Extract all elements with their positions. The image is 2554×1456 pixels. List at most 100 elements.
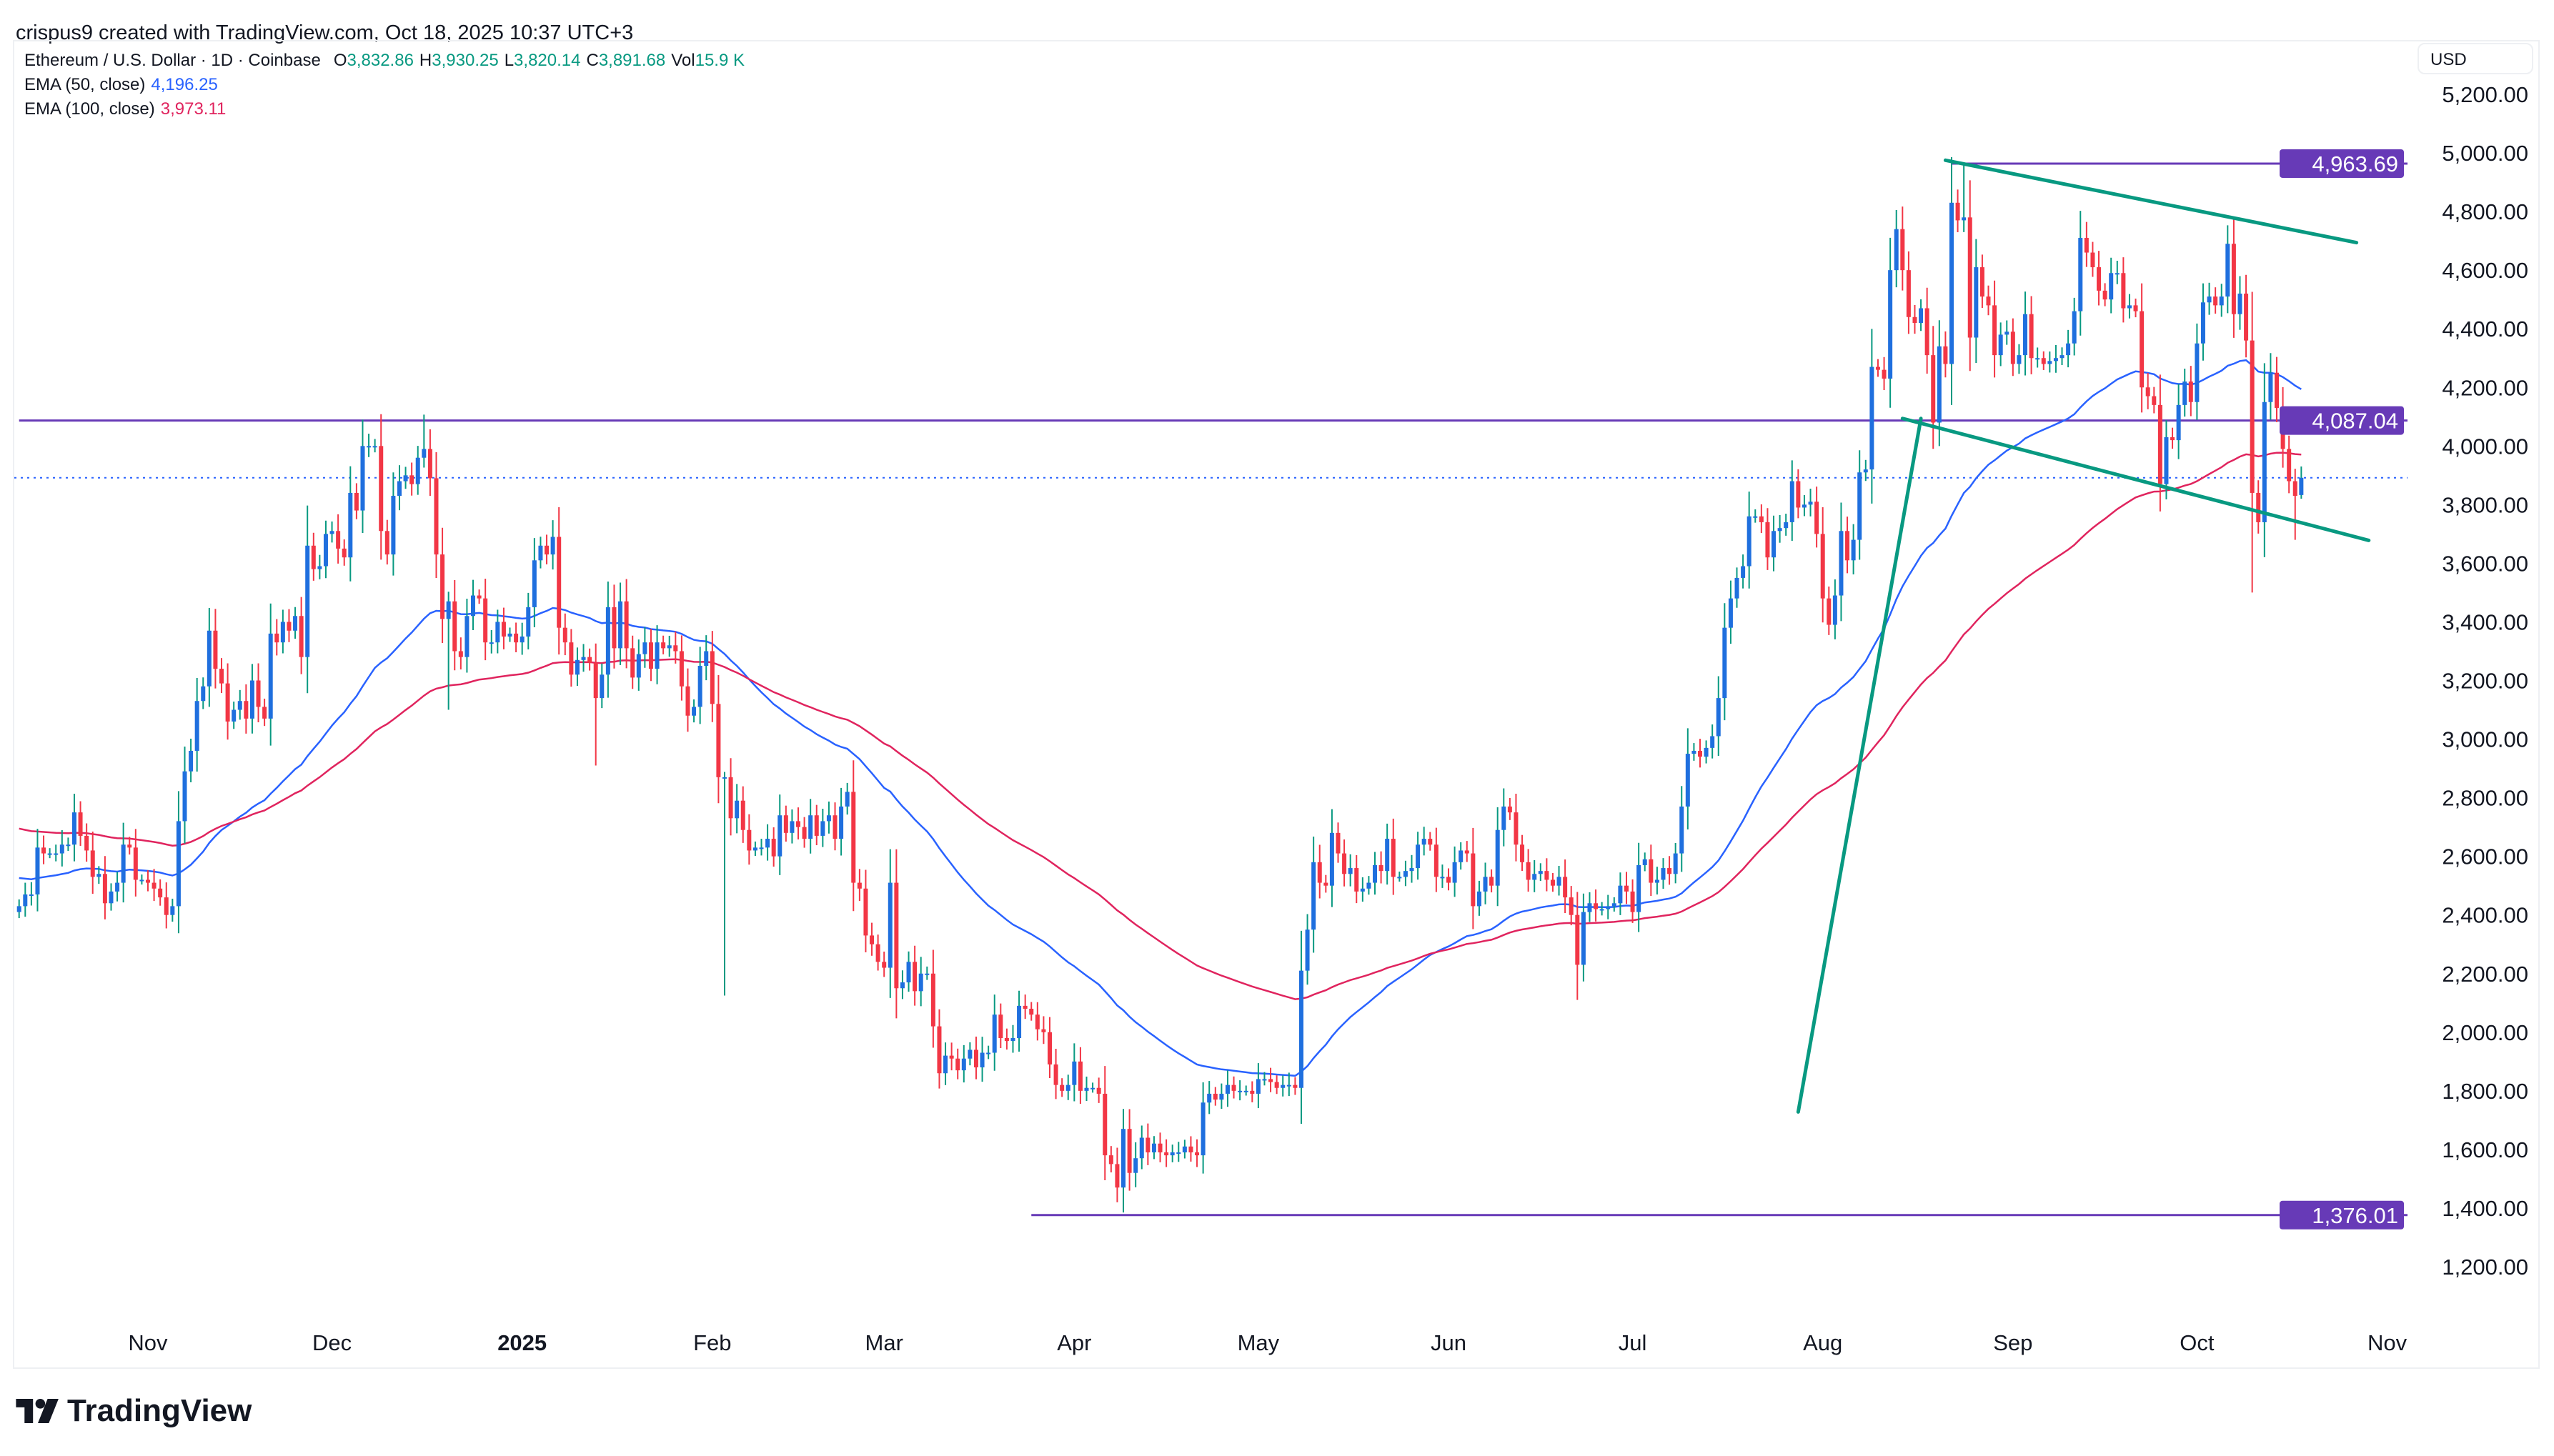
- candle-body: [1924, 308, 1929, 356]
- legend-symbol-row[interactable]: Ethereum / U.S. Dollar · 1D · Coinbase O…: [24, 49, 745, 73]
- candle-body: [1789, 481, 1794, 522]
- candle: [360, 419, 365, 533]
- candle: [1391, 818, 1396, 895]
- candle-body: [1594, 903, 1599, 909]
- candle-body: [1654, 879, 1659, 883]
- candle-body: [1108, 1155, 1113, 1165]
- candle-body: [1839, 531, 1844, 596]
- candle-body: [384, 531, 389, 555]
- candle-body: [1772, 531, 1777, 558]
- candle-body: [1476, 891, 1481, 907]
- candle-body: [973, 1049, 978, 1068]
- candle-body: [1397, 877, 1402, 879]
- candle-body: [875, 944, 880, 962]
- candle: [158, 879, 163, 906]
- candle-body: [2102, 290, 2107, 300]
- candle-body: [1869, 367, 1874, 470]
- candle: [391, 472, 396, 576]
- candle-body: [1556, 877, 1561, 886]
- candle-body: [1041, 1029, 1046, 1032]
- candle: [740, 786, 745, 843]
- candle-body: [1765, 522, 1770, 558]
- candle: [133, 829, 138, 897]
- candle: [1090, 1082, 1095, 1093]
- candle-body: [41, 847, 46, 854]
- candle: [913, 945, 918, 1006]
- candle: [759, 839, 764, 856]
- candle-body: [71, 812, 76, 845]
- candle: [1587, 892, 1592, 922]
- candle: [2023, 291, 2028, 376]
- candle-body: [1955, 202, 1960, 221]
- candle-body: [1741, 566, 1746, 578]
- candle-body: [587, 657, 592, 663]
- candle: [697, 647, 702, 724]
- candle-body: [1158, 1143, 1163, 1153]
- candle: [1900, 206, 1905, 291]
- candle: [1611, 897, 1616, 912]
- candle-body: [1526, 862, 1531, 880]
- candle: [545, 534, 550, 564]
- candle-body: [409, 475, 414, 484]
- candle: [1912, 304, 1917, 334]
- candle-body: [783, 815, 788, 833]
- volume-label: Vol: [671, 51, 695, 70]
- candle-body: [1250, 1090, 1255, 1094]
- candle: [1256, 1063, 1261, 1109]
- candle: [415, 446, 420, 495]
- candle-body: [1986, 296, 1991, 306]
- candle: [532, 538, 537, 627]
- price-badge: [2280, 406, 2404, 435]
- candle: [771, 827, 776, 867]
- price-badges: 4,963.69 4,087.04 1,376.01: [2280, 149, 2404, 1230]
- close-label: C: [586, 51, 599, 70]
- candle-body: [207, 630, 212, 687]
- time-axis[interactable]: Nov Dec 2025 Feb Mar Apr May Jun Jul Aug Sep Oct Nov: [128, 1330, 2407, 1355]
- price-badge-label: 4,963.69: [2312, 151, 2398, 176]
- candle-body: [1722, 627, 1727, 699]
- currency-button[interactable]: USD: [2418, 43, 2533, 74]
- candle-body: [648, 642, 653, 669]
- candle-body: [704, 651, 709, 666]
- candle-body: [1440, 877, 1445, 879]
- legend-ema100-row[interactable]: EMA (100, close) 3,973.11: [24, 97, 745, 121]
- candle: [54, 844, 59, 862]
- candle: [1440, 864, 1445, 888]
- candle-body: [1962, 217, 1967, 221]
- candle: [906, 951, 911, 992]
- candle-body: [446, 601, 451, 619]
- candle: [520, 622, 525, 655]
- open-label: O: [333, 51, 347, 70]
- time-tick-label: Dec: [312, 1330, 352, 1355]
- candle-body: [507, 633, 512, 637]
- candle-body: [2023, 314, 2028, 356]
- candle-body: [464, 616, 469, 657]
- candle-body: [1667, 868, 1672, 874]
- candle-body: [1452, 862, 1457, 883]
- tradingview-logo[interactable]: TradingView: [16, 1393, 252, 1429]
- candle: [1532, 859, 1537, 892]
- candle: [1182, 1140, 1187, 1159]
- candle-body: [1225, 1084, 1230, 1094]
- candle: [1949, 156, 1954, 405]
- candle-body: [1471, 853, 1476, 907]
- price-axis[interactable]: 5,200.00 5,000.00 4,800.00 4,600.00 4,400.00…: [2442, 82, 2528, 1280]
- candle: [685, 668, 690, 732]
- candle-body: [1010, 1038, 1015, 1042]
- candle-body: [1017, 1005, 1022, 1039]
- candle-body: [1090, 1087, 1095, 1089]
- candle-body: [906, 962, 911, 983]
- candle: [1594, 889, 1599, 922]
- candle-body: [888, 882, 893, 968]
- candle: [2127, 294, 2132, 319]
- candle: [1550, 873, 1555, 892]
- legend-ema50-row[interactable]: EMA (50, close) 4,196.25: [24, 73, 745, 97]
- candle: [1673, 842, 1678, 884]
- candle: [2115, 261, 2120, 284]
- candle-body: [1084, 1087, 1089, 1091]
- candle-body: [1004, 1038, 1009, 1042]
- trendlines[interactable]: [1796, 158, 2371, 1114]
- candle-body: [2268, 372, 2273, 402]
- price-tick-label: 4,800.00: [2442, 199, 2528, 224]
